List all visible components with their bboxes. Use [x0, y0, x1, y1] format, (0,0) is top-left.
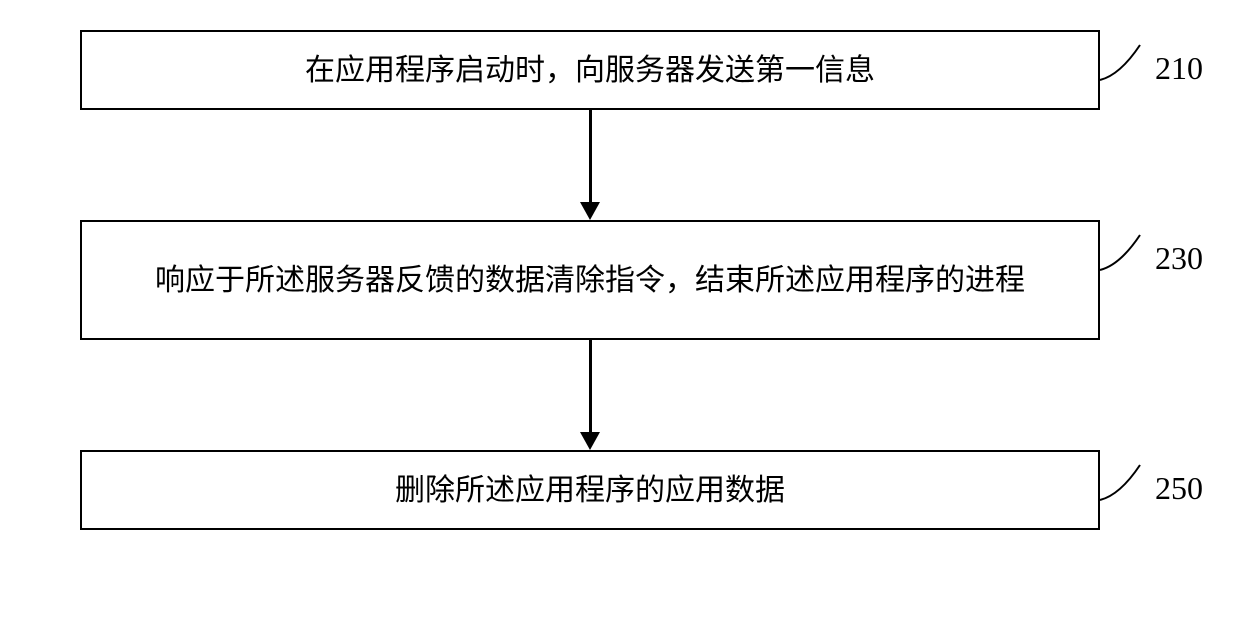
flow-step-2-text: 响应于所述服务器反馈的数据清除指令，结束所述应用程序的进程 — [135, 250, 1045, 311]
step-label-2: 230 — [1155, 240, 1203, 277]
label-curve-2 — [1090, 230, 1150, 280]
flow-step-2: 响应于所述服务器反馈的数据清除指令，结束所述应用程序的进程 — [80, 220, 1100, 340]
arrow-1 — [580, 202, 600, 220]
arrow-2 — [580, 432, 600, 450]
flow-step-3: 删除所述应用程序的应用数据 — [80, 450, 1100, 530]
step-label-1: 210 — [1155, 50, 1203, 87]
flow-step-3-text: 删除所述应用程序的应用数据 — [375, 460, 805, 521]
flow-step-1-text: 在应用程序启动时，向服务器发送第一信息 — [285, 40, 895, 101]
connector-2 — [589, 340, 592, 432]
label-curve-1 — [1090, 40, 1150, 90]
flow-step-1: 在应用程序启动时，向服务器发送第一信息 — [80, 30, 1100, 110]
label-curve-3 — [1090, 460, 1150, 510]
connector-1 — [589, 110, 592, 202]
step-label-3: 250 — [1155, 470, 1203, 507]
